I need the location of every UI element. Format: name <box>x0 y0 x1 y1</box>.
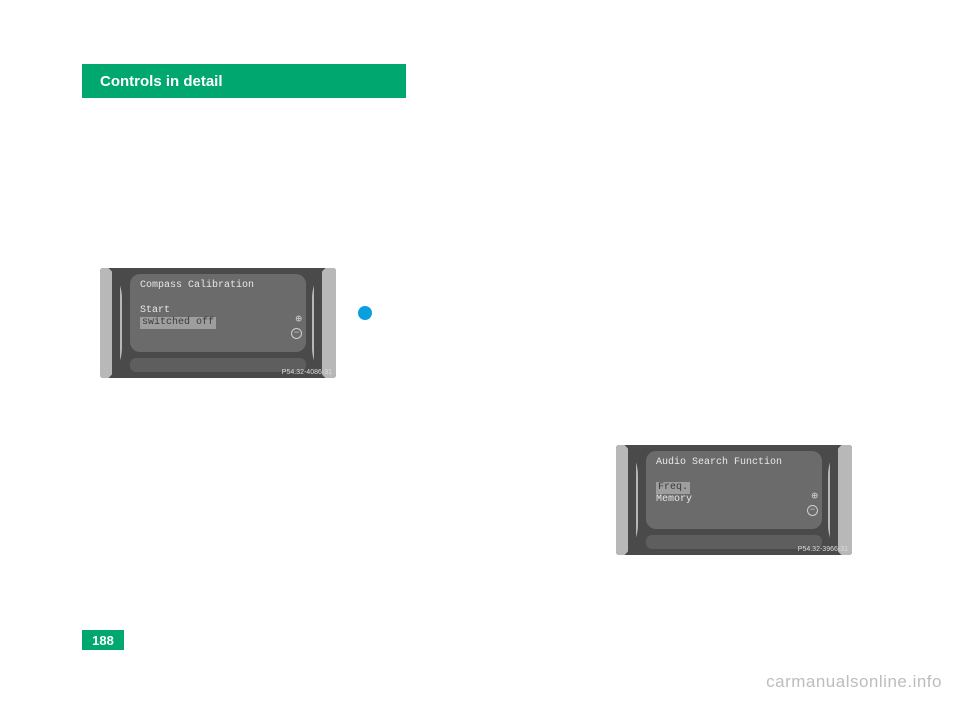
screen-line1: Freq. <box>656 482 812 494</box>
screen-title: Compass Calibration <box>140 280 296 291</box>
screen-line2: Memory <box>656 494 812 506</box>
minus-icon: − <box>807 505 818 516</box>
compass-calibration-display: Compass Calibration Start switched off ⊕… <box>100 268 336 378</box>
gauge-right <box>312 268 336 378</box>
audio-search-display: Audio Search Function Freq. Memory ⊕ − P… <box>616 445 852 555</box>
gauge-left <box>616 445 638 555</box>
gauge-left <box>100 268 122 378</box>
page-header-title: Controls in detail <box>100 73 223 90</box>
screen-title: Audio Search Function <box>656 457 812 468</box>
figure-reference: P54.32-4086-31 <box>282 369 332 376</box>
page-number: 188 <box>82 630 124 650</box>
plus-icon: ⊕ <box>811 489 818 503</box>
screen-highlight: Freq. <box>656 482 690 494</box>
page-header: Controls in detail <box>82 64 406 98</box>
bullet-icon <box>358 306 372 320</box>
display-screen: Compass Calibration Start switched off ⊕… <box>130 274 306 352</box>
minus-icon: − <box>291 328 302 339</box>
figure-reference: P54.32-3966-31 <box>798 546 848 553</box>
screen-strip <box>646 535 822 549</box>
display-screen: Audio Search Function Freq. Memory ⊕ − <box>646 451 822 529</box>
screen-strip <box>130 358 306 372</box>
plus-icon: ⊕ <box>295 312 302 326</box>
screen-highlight: switched off <box>140 317 216 329</box>
screen-line2: switched off <box>140 317 296 329</box>
screen-line1: Start <box>140 305 296 317</box>
gauge-right <box>828 445 852 555</box>
watermark: carmanualsonline.info <box>766 672 942 692</box>
page-number-value: 188 <box>92 633 114 648</box>
